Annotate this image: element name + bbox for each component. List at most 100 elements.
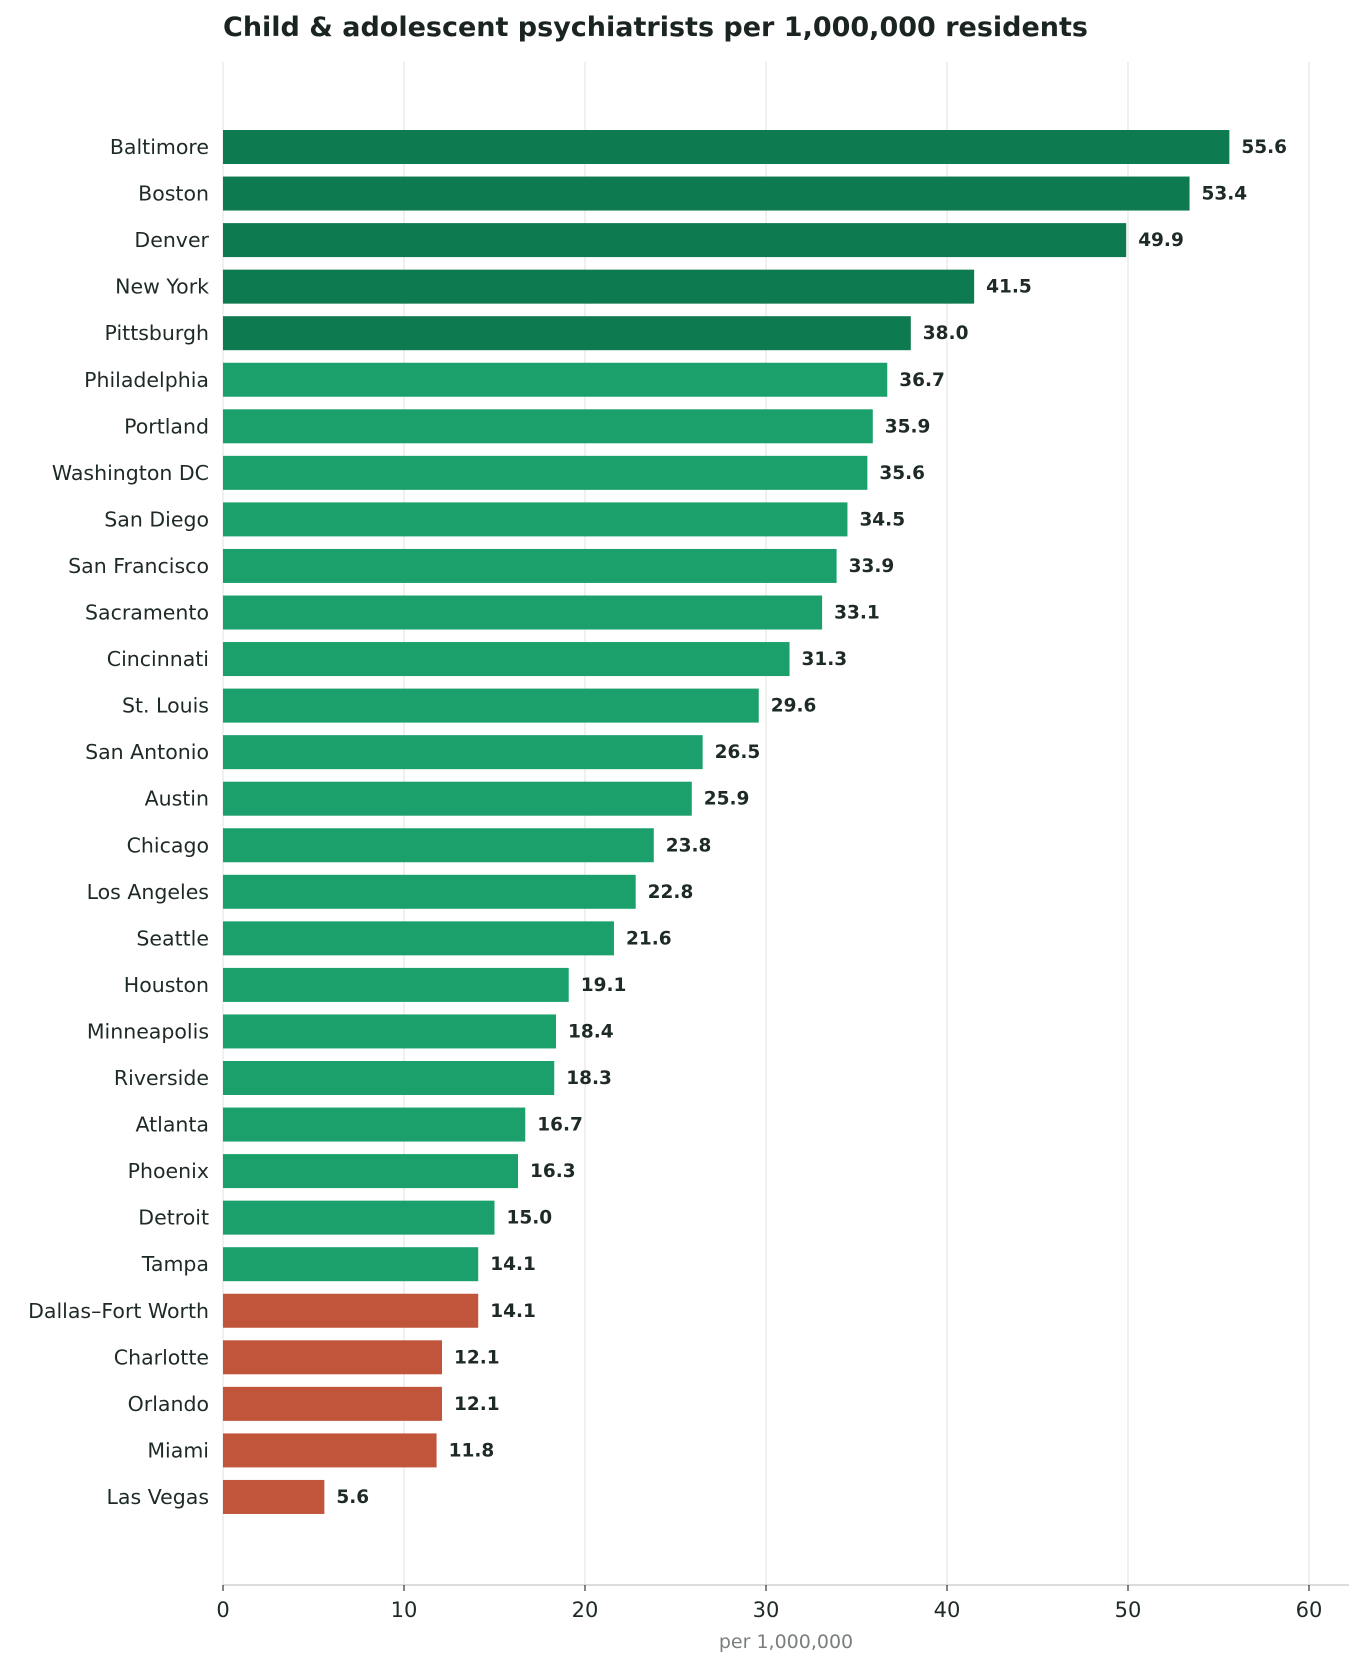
category-label: Denver	[134, 228, 209, 252]
value-label: 12.1	[454, 1394, 500, 1415]
category-label: Cincinnati	[107, 647, 209, 671]
value-label: 49.9	[1138, 230, 1184, 251]
category-label: Philadelphia	[84, 368, 209, 392]
bar	[223, 455, 868, 490]
value-label: 16.7	[537, 1115, 583, 1136]
bar	[223, 316, 911, 351]
bar	[223, 642, 790, 677]
bars	[223, 130, 1230, 1514]
bar	[223, 1107, 526, 1142]
category-label: Chicago	[127, 833, 209, 857]
category-label: Orlando	[128, 1392, 209, 1416]
value-label: 15.0	[507, 1208, 553, 1229]
value-label: 11.8	[449, 1440, 495, 1461]
x-axis-title: per 1,000,000	[719, 1631, 853, 1653]
value-label: 19.1	[581, 975, 627, 996]
bar	[223, 688, 759, 723]
value-label: 41.5	[986, 277, 1032, 298]
bar	[223, 1061, 555, 1095]
category-label: Tampa	[141, 1252, 209, 1276]
gridlines	[222, 62, 1310, 1585]
value-label: 18.4	[568, 1021, 614, 1042]
bar	[223, 409, 873, 444]
bar	[223, 1479, 325, 1514]
x-tick-label: 30	[753, 1598, 780, 1622]
value-label: 38.0	[923, 323, 969, 344]
category-label: Las Vegas	[107, 1485, 209, 1509]
category-label: Seattle	[136, 926, 209, 950]
x-tick-label: 20	[572, 1598, 599, 1622]
category-label: Los Angeles	[87, 880, 209, 904]
value-label: 35.9	[885, 416, 931, 437]
category-label: Dallas–Fort Worth	[28, 1299, 209, 1323]
category-label: St. Louis	[122, 694, 209, 718]
category-label: Washington DC	[52, 461, 209, 485]
x-tick-label: 50	[1115, 1598, 1142, 1622]
value-label: 33.9	[849, 556, 895, 577]
category-label: Minneapolis	[87, 1019, 209, 1043]
bar	[223, 967, 569, 1002]
category-labels: Baltimore Boston Denver New York Pittsburgh P…	[28, 135, 209, 1509]
bar	[223, 269, 975, 304]
category-label: San Antonio	[85, 740, 209, 764]
category-label: San Diego	[104, 507, 209, 531]
value-label: 21.6	[626, 928, 672, 949]
value-label: 12.1	[454, 1347, 500, 1368]
category-label: Baltimore	[110, 135, 209, 159]
category-label: Austin	[145, 787, 209, 811]
category-label: Houston	[124, 973, 209, 997]
value-label: 14.1	[490, 1301, 536, 1322]
x-axis-ticks: 0 10 20 30 40 50 60	[216, 1585, 1322, 1622]
bar	[223, 874, 636, 909]
value-label: 35.6	[879, 463, 925, 484]
bar	[223, 548, 837, 583]
category-label: Boston	[138, 182, 209, 206]
bar	[223, 921, 614, 956]
value-label: 23.8	[666, 835, 712, 856]
category-label: Miami	[147, 1438, 209, 1462]
value-labels: 55.6 53.4 49.9 41.5 38.0 36.7 35.9 35.6 34.5 33.9…	[336, 137, 1287, 1508]
bar	[223, 130, 1230, 164]
value-label: 16.3	[530, 1161, 576, 1182]
category-label: Pittsburgh	[105, 321, 209, 345]
category-label: Phoenix	[128, 1159, 209, 1183]
bar	[223, 1014, 557, 1049]
bar	[223, 1293, 479, 1328]
category-label: Detroit	[138, 1206, 209, 1230]
value-label: 5.6	[336, 1487, 369, 1508]
value-label: 18.3	[566, 1068, 612, 1089]
bar	[223, 502, 848, 537]
bar	[223, 362, 888, 397]
category-label: Sacramento	[85, 601, 209, 625]
chart-title: Child & adolescent psychiatrists per 1,0…	[223, 12, 1088, 43]
bar	[223, 223, 1127, 258]
bar	[223, 1433, 437, 1468]
x-tick-label: 60	[1296, 1598, 1323, 1622]
bar	[223, 1340, 443, 1375]
bar	[223, 781, 692, 816]
category-label: Riverside	[114, 1066, 209, 1090]
x-tick-label: 0	[216, 1598, 229, 1622]
category-label: Atlanta	[135, 1113, 209, 1137]
x-tick-label: 40	[934, 1598, 961, 1622]
value-label: 25.9	[704, 789, 750, 810]
bar	[223, 176, 1190, 211]
x-tick-label: 10	[391, 1598, 418, 1622]
value-label: 26.5	[715, 742, 761, 763]
bar	[223, 1154, 519, 1189]
category-label: Charlotte	[114, 1345, 209, 1369]
bar	[223, 1247, 479, 1282]
category-label: Portland	[124, 414, 209, 438]
bar	[223, 595, 823, 630]
bar	[223, 735, 703, 770]
category-label: San Francisco	[68, 554, 209, 578]
value-label: 31.3	[802, 649, 848, 670]
value-label: 36.7	[899, 370, 945, 391]
value-label: 53.4	[1202, 184, 1248, 205]
value-label: 22.8	[648, 882, 694, 903]
value-label: 14.1	[490, 1254, 536, 1275]
bar	[223, 1200, 495, 1235]
value-label: 29.6	[771, 696, 817, 717]
